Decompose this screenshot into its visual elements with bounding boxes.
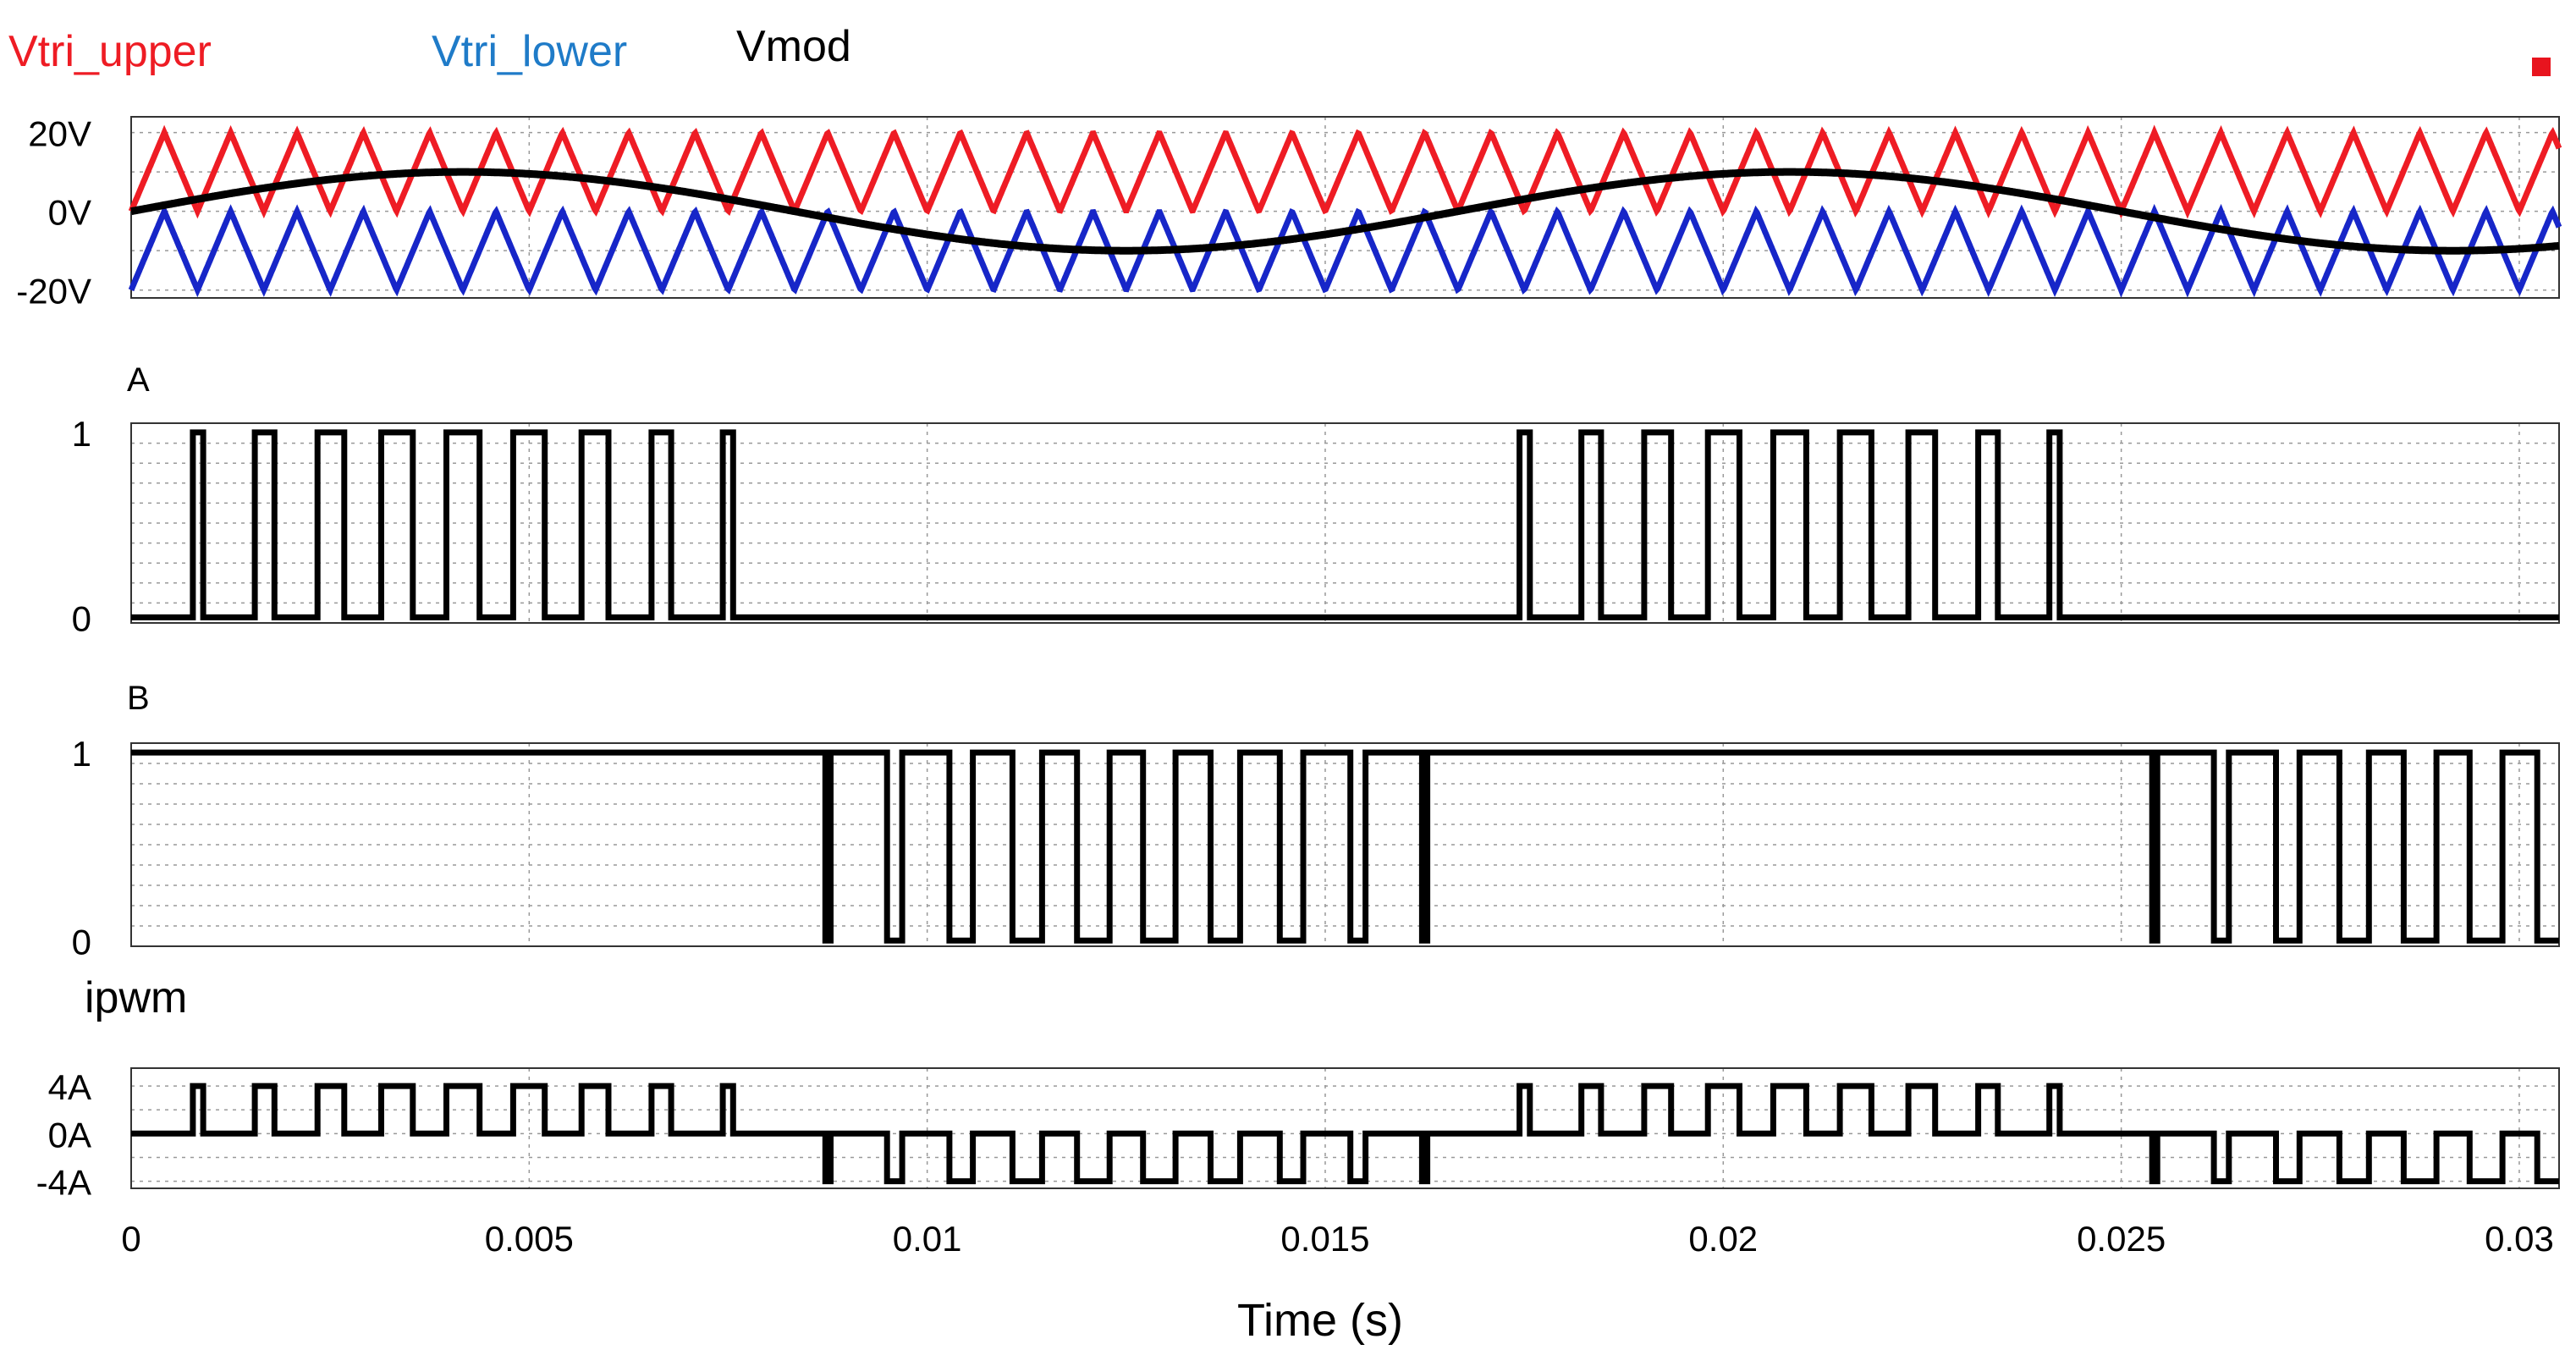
x-tick-label: 0.015 bbox=[1280, 1219, 1369, 1259]
series-a bbox=[131, 429, 2559, 620]
panel-frame bbox=[130, 422, 2560, 624]
y-tick-label: -4A bbox=[36, 1163, 91, 1203]
panel-frame bbox=[130, 742, 2560, 947]
x-tick-label: 0 bbox=[121, 1219, 140, 1259]
y-tick-label: -20V bbox=[16, 272, 91, 311]
y-tick-label: 4A bbox=[48, 1067, 91, 1107]
panel-ipwm: 4A 0A -4A bbox=[36, 1067, 2560, 1203]
panel-gate-a: 10 bbox=[72, 414, 2560, 638]
y-tick-label: 1 bbox=[72, 414, 91, 454]
y-tick-label: 0 bbox=[72, 598, 91, 638]
panel-voltages: 20V 0V -20V bbox=[16, 114, 2562, 311]
series-ipwm bbox=[131, 1083, 2559, 1185]
legend-item-vmod: Vmod bbox=[736, 22, 851, 71]
x-tick-label: 0.01 bbox=[893, 1219, 962, 1259]
series-vtri-upper bbox=[128, 124, 2562, 219]
panel-title-b: B bbox=[127, 680, 150, 717]
x-tick-label: 0.005 bbox=[485, 1219, 574, 1259]
legend-item-vtri-upper: Vtri_upper bbox=[8, 27, 212, 76]
legend-item-vtri-lower: Vtri_lower bbox=[432, 27, 627, 76]
x-tick-label: 0.03 bbox=[2485, 1219, 2554, 1259]
panel-frame bbox=[130, 1067, 2560, 1189]
y-tick-label: 1 bbox=[72, 734, 91, 774]
panel-gate-b: 10 bbox=[72, 734, 2560, 962]
y-tick-label: 0V bbox=[48, 193, 91, 233]
legend: Vtri_upper Vtri_lower Vmod bbox=[8, 22, 2551, 76]
x-axis: 0 0.005 0.01 0.015 0.02 0.025 0.03 bbox=[121, 1219, 2554, 1259]
y-tick-label: 0A bbox=[48, 1115, 91, 1154]
series-vmod bbox=[130, 168, 2560, 255]
y-tick-label: 0 bbox=[72, 922, 91, 962]
x-axis-label: Time (s) bbox=[1237, 1295, 1403, 1346]
series-vtri-lower bbox=[128, 203, 2562, 298]
series-b bbox=[131, 749, 2559, 944]
panel-title-a: A bbox=[127, 361, 150, 399]
x-tick-label: 0.02 bbox=[1688, 1219, 1758, 1259]
panel-title-ipwm: ipwm bbox=[85, 973, 187, 1022]
x-tick-label: 0.025 bbox=[2077, 1219, 2166, 1259]
y-tick-label: 20V bbox=[28, 114, 91, 154]
corner-marker-icon bbox=[2532, 58, 2551, 76]
